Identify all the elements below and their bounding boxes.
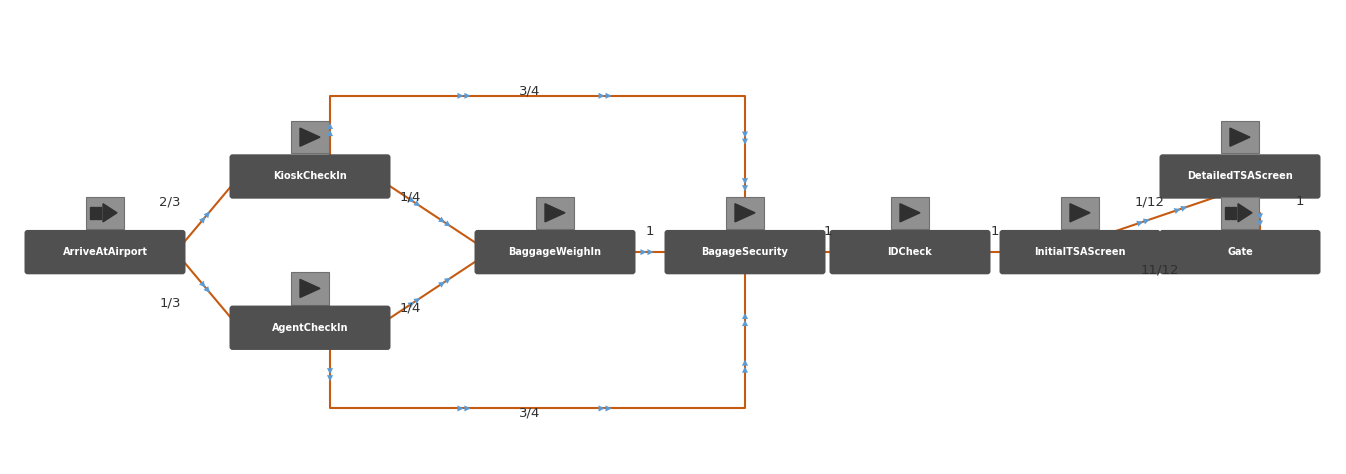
FancyBboxPatch shape xyxy=(291,272,328,305)
Text: IDCheck: IDCheck xyxy=(887,247,933,257)
Text: KioskCheckIn: KioskCheckIn xyxy=(273,172,347,182)
Text: 3/4: 3/4 xyxy=(520,84,541,97)
Polygon shape xyxy=(300,279,320,298)
Polygon shape xyxy=(1230,128,1250,146)
FancyBboxPatch shape xyxy=(1159,155,1320,199)
FancyBboxPatch shape xyxy=(230,306,390,350)
Text: 1/4: 1/4 xyxy=(400,190,421,203)
Polygon shape xyxy=(104,204,117,222)
Text: 1/12: 1/12 xyxy=(1135,195,1166,208)
Text: 3/4: 3/4 xyxy=(520,407,541,420)
FancyBboxPatch shape xyxy=(829,230,991,274)
Text: 1: 1 xyxy=(1296,195,1304,208)
FancyBboxPatch shape xyxy=(891,197,929,229)
Text: 11/12: 11/12 xyxy=(1141,264,1179,277)
Polygon shape xyxy=(545,204,565,222)
FancyBboxPatch shape xyxy=(291,121,328,153)
Text: InitialTSAScreen: InitialTSAScreen xyxy=(1034,247,1125,257)
FancyBboxPatch shape xyxy=(665,230,825,274)
Text: DetailedTSAScreen: DetailedTSAScreen xyxy=(1187,172,1294,182)
Polygon shape xyxy=(900,204,921,222)
FancyBboxPatch shape xyxy=(230,155,390,199)
FancyBboxPatch shape xyxy=(1221,121,1259,153)
Bar xyxy=(96,207,101,219)
FancyBboxPatch shape xyxy=(1221,197,1259,229)
Text: 1: 1 xyxy=(646,226,654,238)
Text: 1/4: 1/4 xyxy=(400,301,421,314)
Text: 1: 1 xyxy=(991,226,999,238)
Bar xyxy=(1225,207,1229,219)
FancyBboxPatch shape xyxy=(1159,230,1320,274)
Polygon shape xyxy=(1238,204,1252,222)
Text: 1: 1 xyxy=(824,226,832,238)
FancyBboxPatch shape xyxy=(475,230,635,274)
FancyBboxPatch shape xyxy=(86,197,124,229)
Text: BagageSecurity: BagageSecurity xyxy=(701,247,789,257)
FancyBboxPatch shape xyxy=(24,230,186,274)
FancyBboxPatch shape xyxy=(1000,230,1160,274)
Text: Gate: Gate xyxy=(1228,247,1253,257)
FancyBboxPatch shape xyxy=(1061,197,1098,229)
FancyBboxPatch shape xyxy=(536,197,573,229)
Text: BaggageWeighIn: BaggageWeighIn xyxy=(509,247,602,257)
FancyBboxPatch shape xyxy=(725,197,765,229)
Text: ArriveAtAirport: ArriveAtAirport xyxy=(62,247,148,257)
Polygon shape xyxy=(300,128,320,146)
Text: AgentCheckIn: AgentCheckIn xyxy=(272,323,349,333)
Bar xyxy=(1232,207,1236,219)
Polygon shape xyxy=(735,204,755,222)
Text: 1/3: 1/3 xyxy=(159,296,180,309)
Polygon shape xyxy=(1070,204,1090,222)
Text: 2/3: 2/3 xyxy=(159,195,180,208)
Bar xyxy=(90,207,94,219)
